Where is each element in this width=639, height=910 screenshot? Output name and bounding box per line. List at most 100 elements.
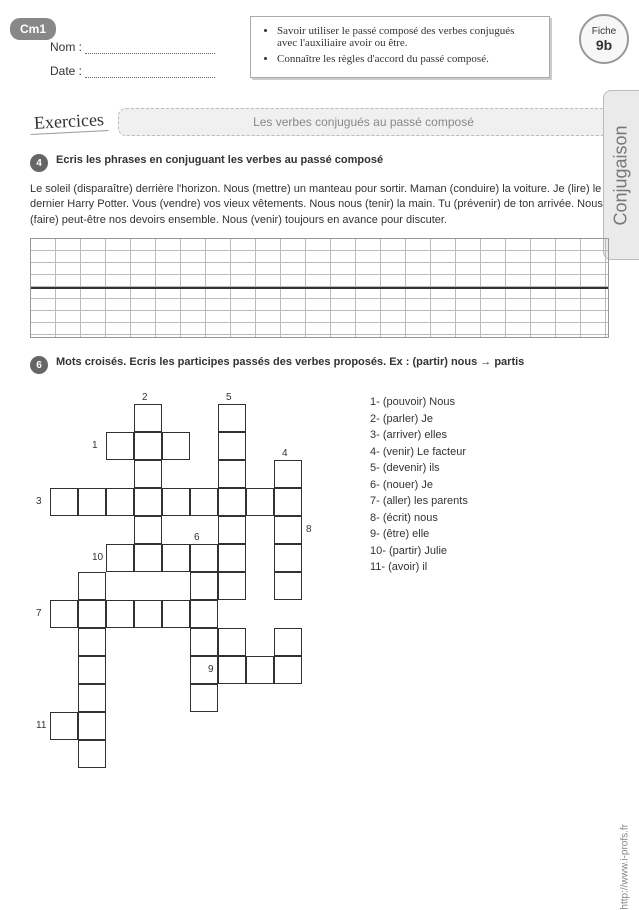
task-title: Mots croisés. Ecris les participes passé… <box>56 356 524 368</box>
crossword-cell[interactable] <box>190 544 218 572</box>
crossword-cell[interactable] <box>190 628 218 656</box>
clue-item: 1- (pouvoir) Nous <box>370 394 468 411</box>
clue-item: 6- (nouer) Je <box>370 477 468 494</box>
crossword-cell[interactable] <box>78 600 106 628</box>
crossword-cell[interactable] <box>134 544 162 572</box>
clue-item: 5- (devenir) ils <box>370 460 468 477</box>
crossword-cell[interactable] <box>78 628 106 656</box>
crossword-cell[interactable] <box>162 600 190 628</box>
crossword-cell[interactable] <box>106 432 134 460</box>
crossword-cell[interactable] <box>162 432 190 460</box>
crossword-cell[interactable] <box>274 572 302 600</box>
crossword-cell[interactable] <box>134 488 162 516</box>
crossword-number: 6 <box>194 532 200 543</box>
crossword-cell[interactable] <box>190 572 218 600</box>
section-title: Les verbes conjugués au passé composé <box>118 108 609 136</box>
nom-label: Nom : <box>50 40 82 54</box>
objectives-box: Savoir utiliser le passé composé des ver… <box>250 16 550 78</box>
clue-item: 7- (aller) les parents <box>370 493 468 510</box>
crossword-cell[interactable] <box>190 684 218 712</box>
subject-label: Conjugaison <box>611 125 632 225</box>
clue-item: 9- (être) elle <box>370 526 468 543</box>
crossword-cell[interactable] <box>218 404 246 432</box>
crossword-cell[interactable] <box>78 656 106 684</box>
crossword-number: 9 <box>208 664 214 675</box>
crossword-cell[interactable] <box>106 544 134 572</box>
crossword-cell[interactable] <box>78 684 106 712</box>
crossword-cell[interactable] <box>134 460 162 488</box>
clue-item: 3- (arriver) elles <box>370 427 468 444</box>
crossword-number: 10 <box>92 552 103 563</box>
crossword-number: 5 <box>226 392 232 403</box>
crossword-cell[interactable] <box>218 572 246 600</box>
crossword-cell[interactable] <box>134 600 162 628</box>
crossword-number: 2 <box>142 392 148 403</box>
crossword-number: 3 <box>36 496 42 507</box>
crossword-cell[interactable] <box>78 740 106 768</box>
task-number-badge: 6 <box>30 356 48 374</box>
task-4-text: Le soleil (disparaître) derrière l'horiz… <box>30 182 609 228</box>
crossword-cell[interactable] <box>218 460 246 488</box>
fiche-badge: Fiche 9b <box>579 14 629 64</box>
crossword-cell[interactable] <box>274 544 302 572</box>
crossword-number: 8 <box>306 524 312 535</box>
crossword-cell[interactable] <box>246 656 274 684</box>
clue-item: 2- (parler) Je <box>370 411 468 428</box>
crossword-cell[interactable] <box>190 488 218 516</box>
footer-url: http://www.i-profs.fr <box>620 824 631 910</box>
crossword-cell[interactable] <box>274 628 302 656</box>
writing-grid[interactable] <box>30 238 609 338</box>
crossword-cell[interactable] <box>190 600 218 628</box>
objective-item: Connaître les règles d'accord du passé c… <box>277 53 537 65</box>
crossword-cell[interactable] <box>274 516 302 544</box>
clue-item: 10- (partir) Julie <box>370 543 468 560</box>
crossword-cell[interactable] <box>134 516 162 544</box>
objective-item: Savoir utiliser le passé composé des ver… <box>277 25 537 49</box>
crossword-cell[interactable] <box>78 488 106 516</box>
worksheet-page: Cm1 Fiche 9b Conjugaison Savoir utiliser… <box>0 0 639 764</box>
crossword-grid[interactable]: 2 5 1 4 3 8 10 6 7 9 11 <box>30 394 340 754</box>
task-6-heading: 6 Mots croisés. Ecris les participes pas… <box>30 356 609 374</box>
exercices-banner: Exercices Les verbes conjugués au passé … <box>30 108 609 136</box>
exercices-label: Exercices <box>29 109 108 135</box>
crossword-number: 11 <box>36 720 46 731</box>
nom-input-line[interactable] <box>85 42 215 54</box>
fiche-number: 9b <box>596 37 612 53</box>
clues-list: 1- (pouvoir) Nous2- (parler) Je3- (arriv… <box>370 394 468 754</box>
crossword-cell[interactable] <box>246 488 274 516</box>
date-input-line[interactable] <box>85 66 215 78</box>
crossword-cell[interactable] <box>106 488 134 516</box>
task-number-badge: 4 <box>30 154 48 172</box>
crossword-number: 4 <box>282 448 288 459</box>
level-badge: Cm1 <box>10 18 56 40</box>
crossword-cell[interactable] <box>218 432 246 460</box>
task-title: Ecris les phrases en conjuguant les verb… <box>56 154 383 166</box>
crossword-cell[interactable] <box>106 600 134 628</box>
crossword-cell[interactable] <box>218 488 246 516</box>
task-4-heading: 4 Ecris les phrases en conjuguant les ve… <box>30 154 609 172</box>
crossword-section: 2 5 1 4 3 8 10 6 7 9 11 1- (pouvoir) Nous2- (parle… <box>30 394 609 754</box>
clue-item: 8- (écrit) nous <box>370 510 468 527</box>
crossword-cell[interactable] <box>78 712 106 740</box>
crossword-cell[interactable] <box>274 656 302 684</box>
crossword-cell[interactable] <box>50 712 78 740</box>
crossword-number: 7 <box>36 608 42 619</box>
crossword-cell[interactable] <box>274 460 302 488</box>
crossword-cell[interactable] <box>162 544 190 572</box>
crossword-number: 1 <box>92 440 98 451</box>
crossword-cell[interactable] <box>78 572 106 600</box>
crossword-cell[interactable] <box>218 656 246 684</box>
crossword-cell[interactable] <box>134 404 162 432</box>
crossword-cell[interactable] <box>218 516 246 544</box>
crossword-cell[interactable] <box>274 488 302 516</box>
crossword-cell[interactable] <box>162 488 190 516</box>
date-label: Date : <box>50 64 82 78</box>
crossword-cell[interactable] <box>50 600 78 628</box>
crossword-cell[interactable] <box>218 544 246 572</box>
crossword-cell[interactable] <box>50 488 78 516</box>
crossword-cell[interactable] <box>218 628 246 656</box>
clue-item: 4- (venir) Le facteur <box>370 444 468 461</box>
clue-item: 11- (avoir) il <box>370 559 468 576</box>
crossword-cell[interactable] <box>134 432 162 460</box>
subject-tab: Conjugaison <box>603 90 639 260</box>
